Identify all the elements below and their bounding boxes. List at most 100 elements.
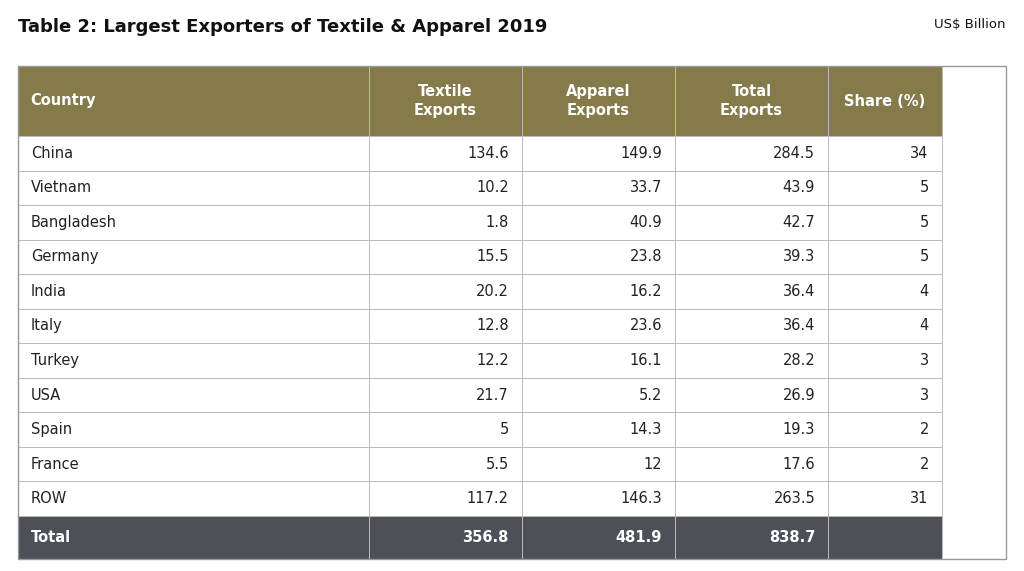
Text: France: France	[31, 457, 80, 472]
Text: 5.5: 5.5	[485, 457, 509, 472]
Bar	[522, 481, 675, 516]
Text: Vietnam: Vietnam	[31, 180, 92, 195]
Text: 21.7: 21.7	[476, 388, 509, 403]
Text: 12: 12	[643, 457, 663, 472]
Text: 1.8: 1.8	[485, 215, 509, 230]
Text: Turkey: Turkey	[31, 353, 79, 368]
Text: 12.8: 12.8	[476, 319, 509, 333]
Text: 34: 34	[910, 146, 929, 161]
Text: 5: 5	[920, 250, 929, 264]
Text: 134.6: 134.6	[467, 146, 509, 161]
Bar	[522, 343, 675, 378]
Bar	[675, 171, 828, 205]
Bar	[522, 240, 675, 274]
Text: 10.2: 10.2	[476, 180, 509, 195]
Bar	[522, 412, 675, 447]
Text: 146.3: 146.3	[621, 491, 663, 506]
Bar	[369, 66, 522, 136]
Bar	[828, 309, 942, 343]
Text: Apparel
Exports: Apparel Exports	[566, 84, 631, 118]
Bar	[828, 481, 942, 516]
Text: 16.2: 16.2	[630, 284, 663, 299]
Text: 26.9: 26.9	[782, 388, 815, 403]
Text: 4: 4	[920, 319, 929, 333]
Bar	[18, 274, 369, 309]
Bar	[828, 240, 942, 274]
Bar	[675, 378, 828, 412]
Text: ROW: ROW	[31, 491, 68, 506]
Bar	[675, 205, 828, 240]
Bar	[369, 481, 522, 516]
Bar	[522, 136, 675, 171]
Text: 3: 3	[920, 353, 929, 368]
Text: Bangladesh: Bangladesh	[31, 215, 117, 230]
Text: 20.2: 20.2	[476, 284, 509, 299]
Bar	[369, 378, 522, 412]
Bar	[369, 171, 522, 205]
Text: India: India	[31, 284, 67, 299]
Bar	[675, 447, 828, 481]
Bar	[522, 274, 675, 309]
Bar	[522, 205, 675, 240]
Text: 838.7: 838.7	[769, 530, 815, 545]
Text: 5: 5	[500, 422, 509, 437]
Text: 2: 2	[920, 457, 929, 472]
Bar	[522, 516, 675, 559]
Text: 17.6: 17.6	[782, 457, 815, 472]
Bar	[18, 66, 1006, 559]
Bar	[828, 274, 942, 309]
Text: 16.1: 16.1	[630, 353, 663, 368]
Bar	[828, 516, 942, 559]
Bar	[369, 309, 522, 343]
Bar	[18, 171, 369, 205]
Text: 3: 3	[920, 388, 929, 403]
Text: Spain: Spain	[31, 422, 72, 437]
Bar	[828, 343, 942, 378]
Bar	[18, 343, 369, 378]
Text: 36.4: 36.4	[782, 319, 815, 333]
Bar	[18, 516, 369, 559]
Text: 481.9: 481.9	[615, 530, 663, 545]
Text: 117.2: 117.2	[467, 491, 509, 506]
Text: 43.9: 43.9	[782, 180, 815, 195]
Bar	[369, 136, 522, 171]
Bar	[522, 309, 675, 343]
Text: 356.8: 356.8	[463, 530, 509, 545]
Bar	[828, 205, 942, 240]
Bar	[369, 343, 522, 378]
Bar	[828, 171, 942, 205]
Bar	[369, 516, 522, 559]
Bar	[675, 274, 828, 309]
Text: USA: USA	[31, 388, 61, 403]
Bar	[828, 412, 942, 447]
Bar	[369, 205, 522, 240]
Text: Textile
Exports: Textile Exports	[414, 84, 477, 118]
Bar	[675, 66, 828, 136]
Text: 14.3: 14.3	[630, 422, 663, 437]
Text: Table 2: Largest Exporters of Textile & Apparel 2019: Table 2: Largest Exporters of Textile & …	[18, 18, 548, 36]
Text: 23.6: 23.6	[630, 319, 663, 333]
Text: 5: 5	[920, 215, 929, 230]
Text: 5: 5	[920, 180, 929, 195]
Text: 28.2: 28.2	[782, 353, 815, 368]
Text: 284.5: 284.5	[773, 146, 815, 161]
Bar	[18, 205, 369, 240]
Text: Share (%): Share (%)	[845, 94, 926, 108]
Text: 19.3: 19.3	[782, 422, 815, 437]
Text: Country: Country	[30, 94, 95, 108]
Bar	[18, 378, 369, 412]
Text: 12.2: 12.2	[476, 353, 509, 368]
Bar	[675, 481, 828, 516]
Text: Total
Exports: Total Exports	[720, 84, 783, 118]
Text: 2: 2	[920, 422, 929, 437]
Bar	[828, 378, 942, 412]
Bar	[828, 447, 942, 481]
Bar	[369, 240, 522, 274]
Text: 149.9: 149.9	[621, 146, 663, 161]
Text: 4: 4	[920, 284, 929, 299]
Bar	[522, 66, 675, 136]
Bar	[828, 66, 942, 136]
Bar	[369, 447, 522, 481]
Text: Germany: Germany	[31, 250, 98, 264]
Text: 33.7: 33.7	[630, 180, 663, 195]
